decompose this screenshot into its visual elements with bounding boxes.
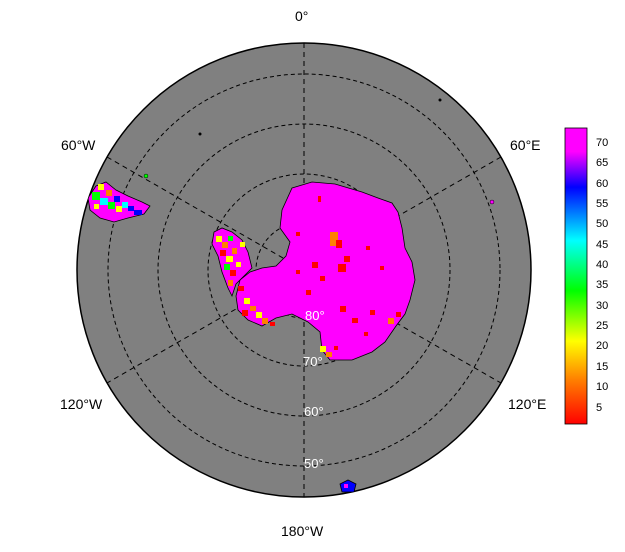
colorbar-tick: 65 <box>596 157 609 169</box>
colorbar-bar <box>564 127 588 425</box>
lat-label-80: 80° <box>305 308 325 323</box>
colorbar-tick: 15 <box>596 361 609 373</box>
colorbar-tick: 35 <box>596 279 609 291</box>
lon-label-120e: 120°E <box>508 396 547 412</box>
south-island <box>339 479 357 493</box>
colorbar-tick: 70 <box>596 137 609 149</box>
colorbar-tick: 30 <box>596 300 609 312</box>
island-dot <box>489 199 495 205</box>
south-america-tip <box>87 181 151 223</box>
island-dot <box>438 98 442 102</box>
colorbar-tick: 20 <box>596 340 609 352</box>
lon-label-0: 0° <box>295 8 309 24</box>
graticule-lat-50 <box>107 73 501 467</box>
colorbar-tick: 25 <box>596 320 609 332</box>
lat-label-50: 50° <box>304 456 324 471</box>
colorbar-tick: 40 <box>596 259 609 271</box>
colorbar-tick: 5 <box>596 402 603 414</box>
lon-label-120w: 120°W <box>60 396 103 412</box>
island-dot <box>198 132 202 136</box>
colorbar-tick: 55 <box>596 198 609 210</box>
peninsula-cells <box>216 236 275 326</box>
colorbar-tick: 10 <box>596 381 609 393</box>
lon-label-60w: 60°W <box>61 137 96 153</box>
colorbar-tick: 60 <box>596 178 609 190</box>
island-dot <box>143 173 149 179</box>
colorbar-tick: 50 <box>596 218 609 230</box>
lon-label-180w: 180°W <box>281 523 324 539</box>
lat-label-60: 60° <box>304 404 324 419</box>
lat-label-70: 70° <box>303 354 323 369</box>
colorbar-tick: 45 <box>596 239 609 251</box>
lon-label-60e: 60°E <box>510 137 541 153</box>
icesheet-cells <box>296 196 401 357</box>
